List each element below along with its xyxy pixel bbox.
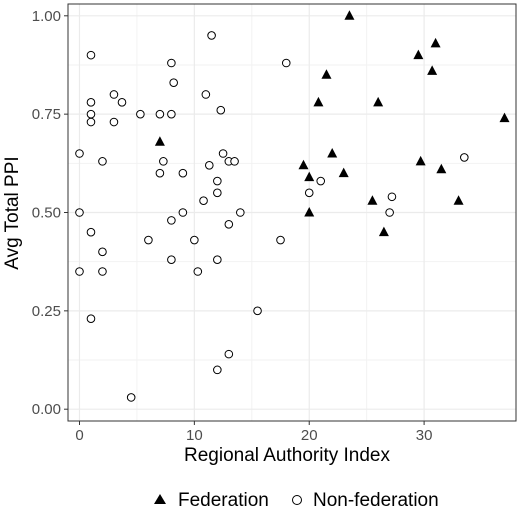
legend-federation-marker xyxy=(154,494,166,504)
non-federation-point xyxy=(136,109,145,119)
y-axis-title: Avg Total PPI xyxy=(2,156,23,269)
non-federation-point xyxy=(207,31,216,40)
non-federation-point xyxy=(98,247,107,257)
legend-non-federation-label: Non-federation xyxy=(313,490,439,511)
non-federation-point xyxy=(126,393,136,402)
federation-point xyxy=(499,112,510,123)
non-federation-point xyxy=(224,220,234,229)
non-federation-point xyxy=(236,208,245,217)
non-federation-point xyxy=(86,314,96,324)
non-federation-point xyxy=(224,349,234,359)
non-federation-point xyxy=(167,109,176,119)
non-federation-point xyxy=(75,208,84,217)
non-federation-point xyxy=(213,365,222,375)
federation-point xyxy=(427,65,438,75)
federation-point xyxy=(327,147,338,158)
x-tick-label: 30 xyxy=(416,427,433,444)
non-federation-point xyxy=(86,227,96,237)
non-federation-point xyxy=(109,90,119,99)
non-federation-point xyxy=(109,117,119,127)
non-federation-point xyxy=(178,208,188,217)
non-federation-point xyxy=(385,208,394,217)
federation-point xyxy=(415,155,426,166)
non-federation-point xyxy=(204,160,214,170)
federation-point xyxy=(154,136,165,146)
non-federation-point xyxy=(155,168,165,178)
non-federation-point xyxy=(216,105,226,115)
non-federation-point xyxy=(167,216,176,225)
non-federation-point xyxy=(98,157,107,166)
non-federation-point xyxy=(86,50,96,60)
federation-point xyxy=(321,69,332,79)
non-federation-point xyxy=(199,196,208,205)
federation-point xyxy=(413,49,424,60)
non-federation-point xyxy=(155,109,165,119)
non-federation-point xyxy=(169,78,178,87)
x-tick-label: 20 xyxy=(301,427,318,444)
non-federation-point xyxy=(86,98,96,107)
y-tick-label: 0.00 xyxy=(32,401,61,418)
y-tick-label: 0.75 xyxy=(32,106,61,123)
federation-point xyxy=(373,96,384,107)
y-tick-label: 0.25 xyxy=(32,303,61,320)
x-axis-ticks: 0 10 20 30 xyxy=(75,421,432,444)
non-federation-point xyxy=(86,117,96,127)
federation-point xyxy=(338,167,349,178)
non-federation-point xyxy=(460,153,469,162)
non-federation-point xyxy=(144,235,153,245)
non-federation-point xyxy=(213,176,222,186)
non-federation-point xyxy=(178,168,188,178)
non-federation-point xyxy=(167,255,176,265)
x-tick-label: 10 xyxy=(186,427,203,444)
non-federation-point xyxy=(201,90,211,99)
non-federation-point xyxy=(218,149,228,158)
x-tick-label: 0 xyxy=(75,427,83,444)
non-federation-point xyxy=(190,235,199,245)
federation-point xyxy=(313,96,324,107)
non-federation-point xyxy=(193,267,203,276)
legend: Federation Non-federation xyxy=(154,490,439,511)
non-federation-point xyxy=(75,149,84,158)
non-federation-point xyxy=(75,267,84,276)
legend-federation-label: Federation xyxy=(178,490,269,511)
non-federation-point xyxy=(304,188,314,198)
non-federation-point xyxy=(253,306,262,316)
federation-point xyxy=(304,207,315,217)
data-points xyxy=(75,10,510,402)
non-federation-point xyxy=(281,58,291,68)
non-federation-point xyxy=(276,235,285,245)
federation-point xyxy=(344,10,355,20)
non-federation-point xyxy=(316,176,326,186)
non-federation-point xyxy=(86,109,96,119)
non-federation-point xyxy=(230,157,239,166)
y-tick-label: 1.00 xyxy=(32,8,61,25)
federation-point xyxy=(298,159,309,170)
federation-point xyxy=(436,163,447,174)
legend-non-federation-marker xyxy=(292,495,302,505)
non-federation-point xyxy=(387,192,397,202)
y-axis-ticks: 0.00 0.25 0.50 0.75 1.00 xyxy=(32,8,68,418)
federation-point xyxy=(367,195,378,205)
x-axis-title: Regional Authority Index xyxy=(184,445,390,466)
y-tick-label: 0.50 xyxy=(32,205,61,222)
non-federation-point xyxy=(98,267,107,276)
federation-point xyxy=(378,226,389,237)
federation-point xyxy=(430,37,441,48)
non-federation-point xyxy=(117,98,127,107)
non-federation-point xyxy=(159,157,168,166)
non-federation-point xyxy=(213,255,222,265)
non-federation-point xyxy=(213,188,222,198)
non-federation-point xyxy=(167,58,176,68)
federation-point xyxy=(453,195,464,205)
federation-point xyxy=(304,171,315,182)
